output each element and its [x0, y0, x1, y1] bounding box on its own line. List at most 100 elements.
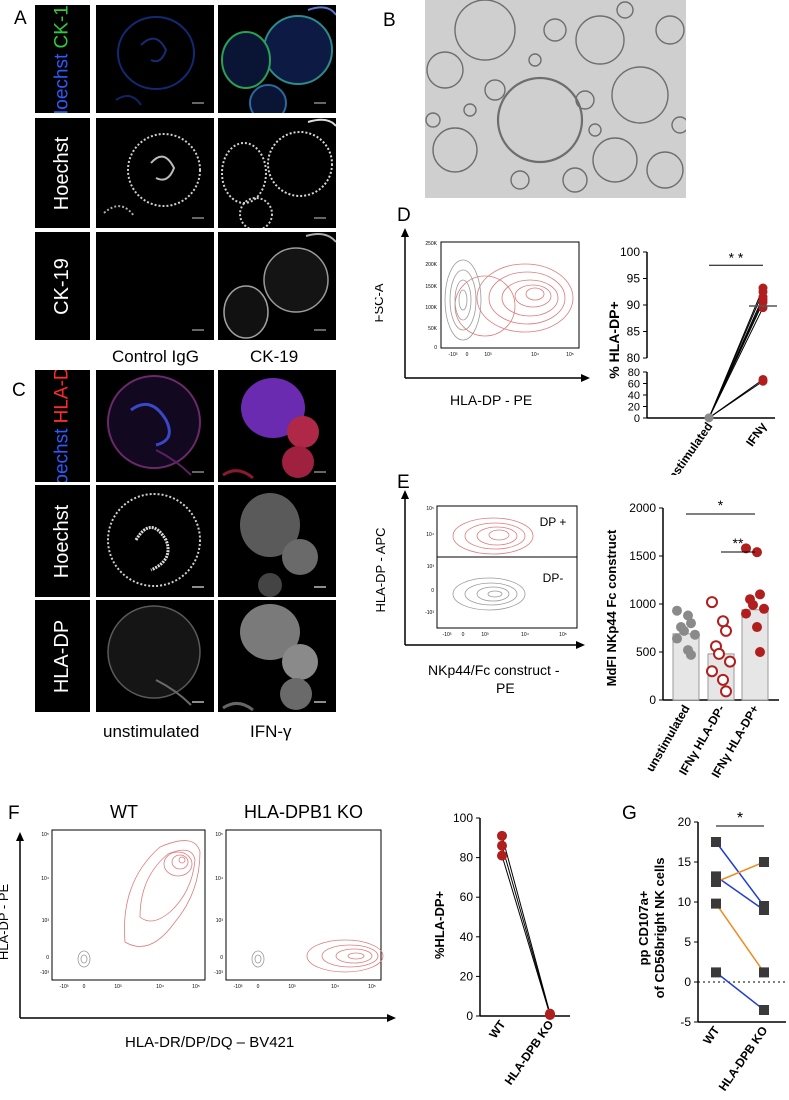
flow-plot-d: FSC-A 250K 200K 150K 100K 50K 0 -10³ 0 1… [375, 228, 590, 382]
col-label-control-igg: Control IgG [112, 347, 199, 366]
y-tick-label: 20 [460, 969, 474, 983]
x-tick-label: WT [700, 1023, 723, 1047]
pair-line [501, 855, 551, 1016]
label-ck19: CK-19 [51, 5, 73, 49]
data-point-wt [497, 840, 507, 851]
y-tick-label: 85 [627, 325, 641, 339]
micrograph-image [240, 493, 326, 597]
flow-title-ko: HLA-DPB1 KO [244, 802, 364, 822]
micrograph-a-merge-control [96, 5, 214, 113]
y-tick-label: 20 [678, 815, 692, 829]
contour-red [452, 517, 534, 555]
col-label-ifng: IFN-γ [250, 722, 292, 741]
y-tick-label: 20 [628, 402, 640, 414]
micrograph-image [115, 16, 204, 106]
data-point-wt [711, 837, 721, 847]
micrograph-a-ck19-control [96, 232, 214, 340]
x-tick-label: HLA-DPB KO [502, 1018, 557, 1088]
significance-label: ** [733, 535, 744, 551]
data-point [686, 618, 696, 629]
data-point [706, 596, 718, 609]
micrograph-image [221, 118, 336, 228]
flow-d-ylabel: FSC-A [375, 283, 386, 322]
label-hoechst: Hoechst [51, 136, 73, 210]
flow-e-xlabel-1: NKp44/Fc construct - [428, 662, 560, 678]
xtick: 10⁵ [368, 984, 376, 990]
y-tick-label: 80 [627, 351, 641, 365]
y-tick-label: 15 [678, 855, 692, 869]
ytick: 10⁵ [215, 832, 223, 838]
xtick: 10⁴ [331, 984, 339, 990]
data-point [683, 610, 693, 621]
panel-letter-e: E [397, 472, 410, 493]
data-point [686, 649, 696, 660]
contour-red-wt [124, 840, 201, 947]
row-label-hladp: HLA-DP [35, 600, 90, 712]
ytick: 0 [434, 345, 437, 351]
y-tick-label: 0 [634, 413, 640, 425]
row-label-hoechst-ck19: Hoechst CK-19 [35, 5, 90, 113]
xtick: -10³ [234, 984, 243, 990]
y-tick-label: 100 [453, 811, 473, 825]
x-tick-label: WT [486, 1017, 509, 1041]
pair-line [715, 841, 765, 907]
xtick: -10³ [449, 352, 458, 358]
contour-gray [444, 259, 482, 341]
contour-gray [452, 577, 526, 611]
y-tick-label: 5 [684, 935, 691, 949]
row-label-hoechst: Hoechst [35, 485, 90, 597]
y-tick-label: -5 [680, 1015, 691, 1029]
flow-e-ylabel: HLA-DP - APC [375, 527, 388, 612]
label-hladp: HLA-DP [51, 370, 73, 424]
data-point [741, 608, 751, 619]
ytick: -10³ [40, 970, 49, 976]
data-point-wt [711, 871, 721, 882]
flow-f-xlabel: HLA-DR/DP/DQ – BV421 [125, 1034, 295, 1051]
ytick: -10³ [425, 610, 434, 616]
micrograph-c-merge-ifng [218, 370, 336, 482]
ytick: 100K [425, 305, 437, 311]
data-point [748, 599, 758, 610]
data-point-wt [711, 877, 721, 887]
micrograph-image [221, 6, 336, 113]
pair-line [715, 875, 765, 911]
data-point-ko [759, 905, 769, 915]
pair-line [708, 307, 764, 419]
ytick: 10⁴ [41, 876, 49, 882]
significance-label: * [737, 810, 743, 827]
chart-e-ylabel: MdFI NKp44 Fc construct [604, 529, 619, 686]
data-point [672, 633, 682, 644]
x-tick-label: IFNγ [743, 419, 770, 449]
data-point [717, 615, 729, 628]
data-point-unstimulated [704, 413, 714, 423]
y-tick-label: 60 [628, 379, 640, 391]
ytick: 10⁵ [426, 506, 434, 512]
ytick: 0 [220, 955, 223, 961]
chart-e-mdfi: MdFI NKp44 Fc construct 0 500 1000 1500 2000… [604, 497, 779, 780]
y-tick-label: 95 [627, 272, 641, 286]
data-point [720, 624, 732, 637]
micrograph-c-merge-unstim [96, 370, 214, 482]
y-tick-label: 1500 [629, 549, 656, 563]
y-tick-label: 100 [620, 245, 640, 259]
col-label-ck19: CK-19 [250, 347, 299, 366]
micrograph-a-ck19-ck19 [218, 232, 336, 340]
panel-letter-b: B [383, 10, 396, 31]
contour-red [454, 263, 574, 337]
ytick: 10³ [42, 918, 50, 924]
bar [672, 633, 700, 701]
pair-line [501, 835, 551, 1014]
micrograph-c-hladp-ifng [218, 600, 336, 712]
data-point-wt [497, 850, 507, 861]
y-tick-label: 1000 [629, 597, 656, 611]
flow-title-wt: WT [110, 802, 138, 822]
flow-plot-e: HLA-DP - APC DP + DP- 10⁵ 10⁴ 10³ 0 -10³… [375, 490, 585, 649]
data-point [741, 543, 751, 554]
ytick: 10⁵ [41, 832, 49, 838]
brightfield-image [425, 0, 686, 198]
y-tick-label: 80 [460, 851, 474, 865]
xtick: -10³ [443, 632, 452, 638]
micrograph-image [222, 604, 326, 712]
ytick: 0 [431, 588, 434, 594]
panel-letter-c: C [12, 380, 26, 401]
